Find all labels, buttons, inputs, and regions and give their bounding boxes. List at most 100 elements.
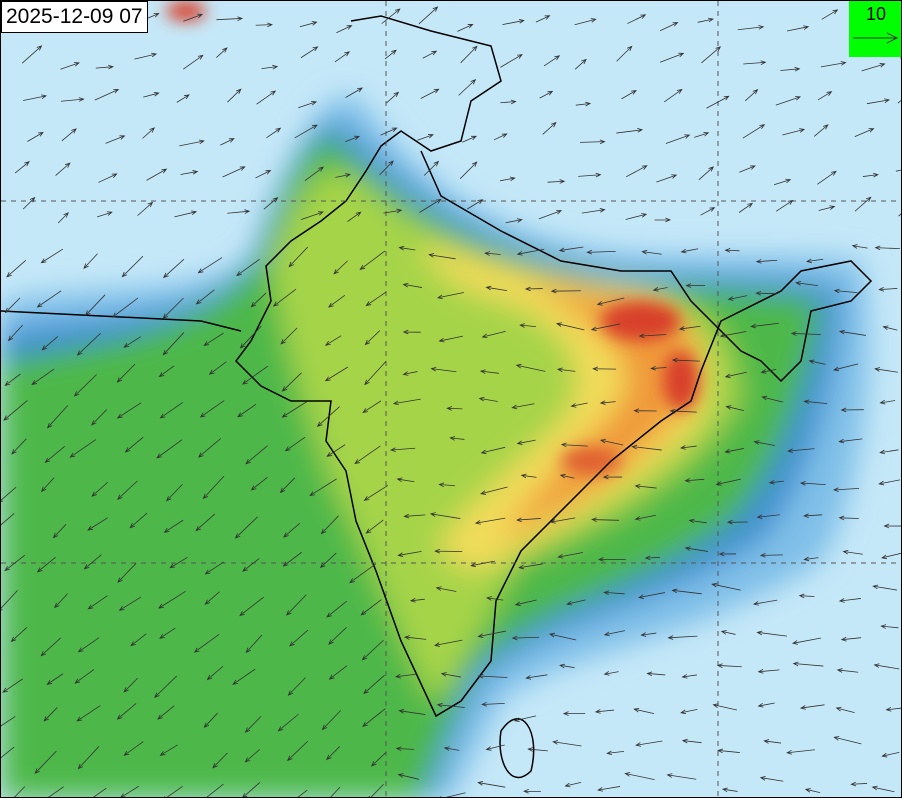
wind-arrow xyxy=(477,630,507,638)
wind-arrow xyxy=(481,701,505,707)
hotspot xyxy=(663,351,699,411)
wind-arrow xyxy=(603,590,625,596)
wind-arrow xyxy=(880,624,899,629)
wind-arrow xyxy=(480,486,508,495)
wind-arrow xyxy=(60,97,85,102)
wind-arrow xyxy=(242,782,261,797)
wind-arrow xyxy=(803,513,823,518)
wind-arrow xyxy=(379,160,394,176)
wind-arrow xyxy=(549,517,576,524)
wind-arrow xyxy=(326,600,347,618)
wind-arrow xyxy=(854,196,872,212)
wind-arrow xyxy=(725,405,744,411)
wind-arrow xyxy=(721,787,738,793)
wind-arrow xyxy=(22,196,36,210)
wind-arrow xyxy=(477,781,506,788)
wind-arrow xyxy=(46,673,64,685)
wind-arrow xyxy=(460,45,478,64)
wind-arrow xyxy=(656,174,678,183)
wind-arrow xyxy=(838,515,859,521)
wind-arrow xyxy=(44,445,66,464)
wind-arrow xyxy=(446,406,463,411)
wind-arrow xyxy=(368,784,384,797)
wind-arrow xyxy=(347,211,362,222)
wind-arrow xyxy=(46,405,69,429)
wind-arrow xyxy=(27,131,44,142)
wind-arrow xyxy=(77,637,100,653)
wind-arrow xyxy=(362,708,386,728)
wind-arrow xyxy=(359,250,386,271)
wind-arrow xyxy=(383,208,403,214)
wind-arrow xyxy=(664,88,683,103)
wind-arrow xyxy=(370,751,387,767)
wind-arrow xyxy=(665,134,691,144)
wind-arrow xyxy=(159,627,176,639)
wind-arrow xyxy=(505,218,523,224)
wind-arrow xyxy=(10,627,28,643)
wind-arrow xyxy=(791,637,822,645)
wind-arrow xyxy=(124,436,144,453)
wind-arrow xyxy=(842,549,863,555)
wind-arrow xyxy=(744,89,759,102)
wind-arrow xyxy=(586,249,616,255)
wind-arrow xyxy=(234,516,258,539)
wind-arrow xyxy=(634,514,657,521)
wind-arrow xyxy=(706,95,730,109)
wind-arrow xyxy=(840,407,864,413)
wind-arrow xyxy=(117,563,137,583)
wind-arrow xyxy=(578,172,602,178)
wind-arrow xyxy=(724,371,747,379)
wind-arrow xyxy=(556,367,576,373)
wind-arrow xyxy=(300,211,325,220)
wind-arrow xyxy=(121,255,144,278)
wind-arrow xyxy=(321,710,341,731)
wind-arrow xyxy=(232,668,256,685)
wind-arrow xyxy=(780,66,801,72)
wind-arrow xyxy=(790,331,821,336)
wind-arrow xyxy=(499,176,516,182)
wind-arrow xyxy=(881,552,901,560)
wind-arrow xyxy=(470,560,495,568)
wind-arrow xyxy=(759,776,784,782)
wind-arrow xyxy=(633,408,657,414)
wind-arrow xyxy=(438,482,456,488)
wind-arrow xyxy=(716,663,742,668)
wind-arrow xyxy=(287,677,306,696)
wind-arrow xyxy=(345,87,363,98)
wind-arrow xyxy=(179,139,205,147)
wind-arrow xyxy=(34,750,57,774)
wind-arrow xyxy=(423,160,440,176)
wind-arrow xyxy=(518,563,543,570)
wind-arrow xyxy=(164,785,183,797)
wind-arrow xyxy=(786,25,810,32)
wind-arrow xyxy=(204,591,220,605)
wind-arrow xyxy=(671,588,702,595)
wind-arrow xyxy=(835,706,855,713)
wind-arrow xyxy=(154,675,178,698)
wind-arrow xyxy=(277,713,299,732)
wind-arrow xyxy=(799,481,826,486)
wind-arrow xyxy=(775,199,794,212)
wind-arrow xyxy=(871,785,895,793)
wind-arrow xyxy=(328,627,347,645)
wind-arrow xyxy=(679,445,697,450)
wind-arrow xyxy=(596,297,625,306)
wind-arrow xyxy=(304,166,324,182)
wind-arrow xyxy=(134,52,158,60)
wind-arrow xyxy=(684,478,705,483)
wind-arrow xyxy=(279,477,296,494)
wind-arrow xyxy=(598,557,626,562)
wind-arrow xyxy=(61,128,77,142)
wind-arrow xyxy=(130,633,147,647)
wind-arrow xyxy=(485,285,508,292)
wind-arrow xyxy=(1,716,16,727)
wind-arrow xyxy=(236,258,260,277)
wind-arrow xyxy=(363,485,389,501)
wind-arrow xyxy=(500,54,523,68)
wind-arrow xyxy=(883,523,901,529)
wind-arrow xyxy=(392,398,421,406)
wind-arrow xyxy=(227,88,242,103)
wind-arrow xyxy=(678,325,701,331)
wind-arrow xyxy=(324,366,349,382)
